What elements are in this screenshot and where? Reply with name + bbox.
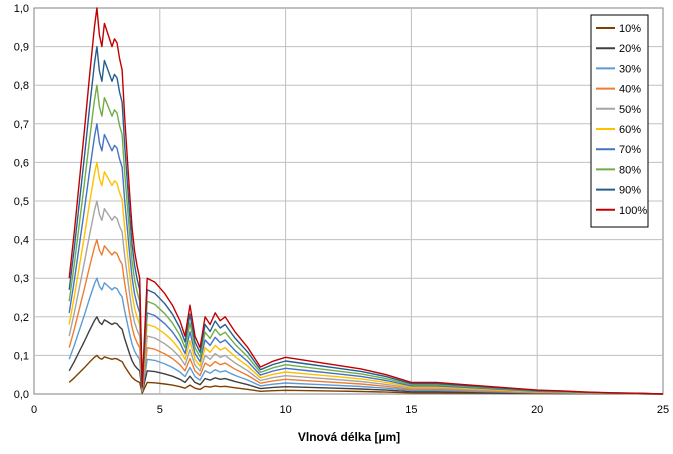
series-line-40pct (68, 238, 664, 395)
x-tick-label: 15 (405, 404, 417, 416)
x-tick-label: 10 (279, 404, 291, 416)
grid-layer (33, 7, 664, 395)
x-axis-title: Vlnová délka [µm] (298, 430, 400, 444)
series-line-100pct (68, 7, 664, 395)
y-tick-label: 0,8 (14, 80, 29, 92)
y-tick-label: 0,2 (14, 312, 29, 324)
legend-label: 40% (619, 84, 641, 96)
y-tick-label: 0,6 (14, 157, 29, 169)
legend-box (590, 14, 649, 228)
legend-label: 70% (619, 144, 641, 156)
y-tick-label: 0,9 (14, 42, 29, 54)
y-tick-label: 1,0 (14, 3, 29, 15)
x-tick-label: 25 (657, 404, 669, 416)
legend: 10% 20% 30% 40% 50% 60% 70% 80% 90% 100% (590, 14, 649, 228)
series-line-70pct (68, 123, 664, 395)
x-tick-label: 20 (531, 404, 543, 416)
y-tick-label: 0,3 (14, 273, 29, 285)
axis-layer: 0,0 0,1 0,2 0,3 0,4 0,5 0,6 0,7 0,8 0,9 1,0 0 5 10 15 2… (14, 3, 669, 416)
legend-label: 90% (619, 185, 641, 197)
y-tick-label: 0,7 (14, 119, 29, 131)
series-line-20pct (68, 316, 664, 395)
series-line-90pct (68, 45, 664, 395)
x-tick-label: 5 (157, 404, 163, 416)
y-tick-label: 0,4 (14, 235, 29, 247)
legend-label: 20% (619, 43, 641, 55)
series-line-10pct (68, 354, 664, 395)
y-tick-label: 0,5 (14, 196, 29, 208)
legend-label: 100% (619, 205, 647, 217)
series-line-30pct (68, 277, 664, 395)
y-tick-label: 0,0 (14, 389, 29, 401)
legend-label: 10% (619, 23, 641, 35)
y-tick-label: 0,1 (14, 350, 29, 362)
series-line-80pct (68, 84, 664, 395)
legend-label: 50% (619, 104, 641, 116)
legend-label: 30% (619, 63, 641, 75)
series-line-60pct (68, 161, 664, 395)
legend-label: 80% (619, 164, 641, 176)
x-tick-label: 0 (31, 404, 37, 416)
series-layer (68, 7, 664, 395)
legend-label: 60% (619, 124, 641, 136)
series-line-50pct (68, 200, 664, 395)
